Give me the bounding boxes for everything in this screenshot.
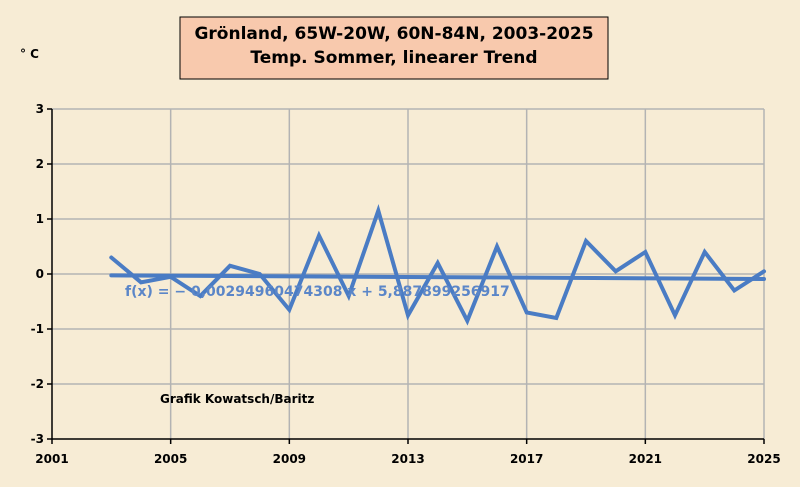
data-point-2020 (615, 270, 617, 272)
y-tick-label-1: 1 (36, 212, 44, 226)
data-point-2023 (704, 251, 706, 253)
y-tick-label--2: -2 (31, 377, 44, 391)
x-tick-label-2009: 2009 (273, 452, 306, 466)
data-point-2025 (763, 270, 765, 272)
data-point-2009 (288, 309, 290, 311)
series-layer (109, 204, 766, 326)
y-tick-label--1: -1 (31, 322, 44, 336)
y-axis-unit-label: ° C (20, 47, 39, 61)
data-point-2012 (377, 210, 379, 212)
data-point-2008 (259, 273, 261, 275)
data-point-2021 (644, 251, 646, 253)
data-point-2014 (437, 262, 439, 264)
y-tick-label-0: 0 (36, 267, 44, 281)
y-tick-label--3: -3 (31, 432, 44, 446)
data-point-2016 (496, 246, 498, 247)
data-point-2003 (110, 257, 112, 258)
tick-label-layer: -3 -2 -1 0 1 2 3 2001 2005 2009 2013 2017 2021 2025 (31, 102, 781, 466)
data-point-2024 (733, 290, 735, 291)
data-point-2007 (229, 265, 231, 267)
data-point-2005 (170, 276, 172, 278)
x-tick-label-2021: 2021 (629, 452, 662, 466)
data-point-2018 (555, 317, 557, 319)
chart-subtitle: Temp. Sommer, linearer Trend (250, 48, 537, 68)
chart-credit-label: Grafik Kowatsch/Baritz (160, 392, 314, 406)
data-point-2019 (585, 240, 587, 242)
x-tick-label-2017: 2017 (510, 452, 543, 466)
data-point-2013 (407, 314, 409, 316)
data-point-2017 (526, 312, 528, 313)
data-point-2006 (199, 295, 201, 297)
data-point-2015 (466, 320, 468, 322)
data-point-2011 (348, 295, 350, 297)
y-tick-label-3: 3 (36, 102, 44, 116)
data-point-2010 (318, 235, 320, 236)
x-tick-label-2025: 2025 (747, 452, 780, 466)
trend-equation-label: f(x) = − 0,00294960474308 x + 5,88789925… (125, 284, 510, 300)
x-tick-label-2001: 2001 (35, 452, 68, 466)
title-box: Grönland, 65W-20W, 60N-84N, 2003-2025 Te… (179, 16, 609, 80)
chart-title: Grönland, 65W-20W, 60N-84N, 2003-2025 (194, 24, 593, 44)
data-point-2004 (140, 281, 142, 283)
x-tick-label-2013: 2013 (391, 452, 424, 466)
grid-layer (52, 108, 765, 439)
data-point-2022 (674, 314, 676, 316)
x-tick-label-2005: 2005 (154, 452, 187, 466)
title-box-frame (179, 16, 609, 80)
y-tick-label-2: 2 (36, 157, 44, 171)
axes-layer (47, 108, 765, 444)
